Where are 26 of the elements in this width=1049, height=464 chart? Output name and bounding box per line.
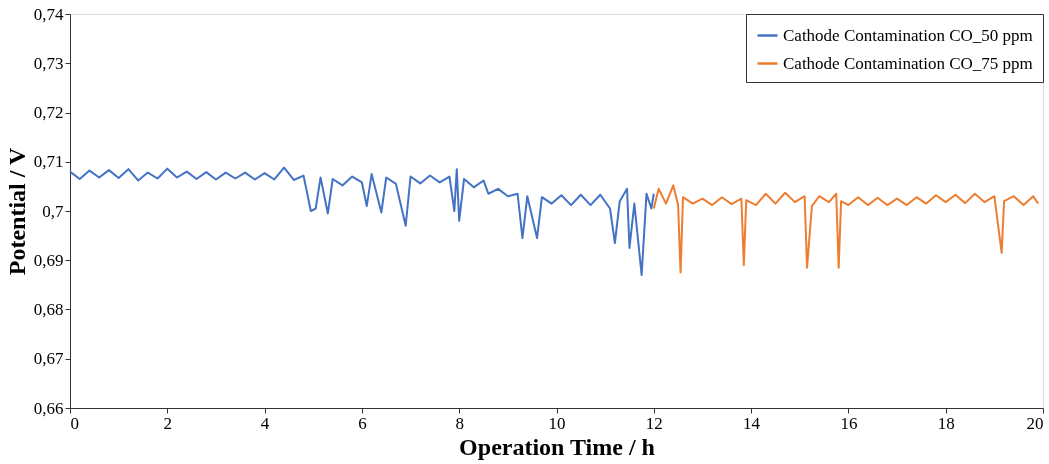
x-tick-label: 8 [455, 413, 464, 433]
x-tick-label: 10 [548, 413, 566, 433]
x-tick-label: 12 [645, 413, 663, 433]
y-tick-label: 0,69 [33, 250, 64, 270]
y-tick-label: 0,73 [33, 53, 64, 73]
x-tick-label: 0 [70, 413, 79, 433]
line-series [69, 166, 655, 277]
y-tick-label: 0,74 [33, 4, 64, 24]
y-tick-label: 0,71 [33, 152, 64, 172]
x-tick-label: 20 [1026, 413, 1044, 433]
x-tick-label: 6 [358, 413, 367, 433]
x-tick-label: 18 [937, 413, 955, 433]
line-series [652, 184, 1040, 274]
x-tick-label: 4 [260, 413, 270, 433]
x-axis-title: Operation Time / h [459, 433, 655, 460]
legend-label: Cathode Contamination CO_75 ppm [783, 53, 1033, 73]
y-tick-label: 0,67 [33, 349, 64, 369]
y-tick-label: 0,68 [33, 300, 64, 319]
y-tick-label: 0,72 [33, 103, 64, 122]
y-tick-label: 0,66 [33, 398, 64, 418]
x-tick-label: 2 [163, 413, 173, 433]
y-tick-label: 0,7 [42, 201, 64, 221]
legend-label: Cathode Contamination CO_50 ppm [783, 25, 1033, 45]
y-axis-title: Potential / V [3, 147, 30, 276]
x-tick-label: 14 [743, 413, 761, 433]
x-tick-label: 16 [840, 413, 858, 433]
